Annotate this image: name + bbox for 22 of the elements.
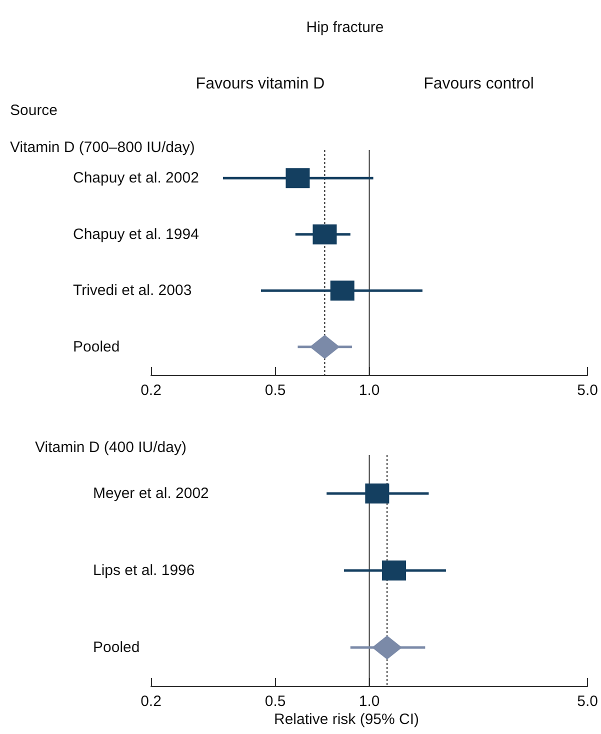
x-tick-label: 0.2	[140, 693, 162, 710]
y-tick-label: Chapuy et al. 2002	[73, 170, 199, 187]
x-tick-label: 1.0	[358, 693, 380, 710]
y-tick-label: Trivedi et al. 2003	[73, 282, 192, 300]
x-tick-label: 0.5	[264, 382, 286, 399]
x-tick-label: 1.0	[358, 382, 380, 399]
y-tick-label: Pooled	[93, 639, 140, 656]
y-tick-label: Lips et al. 1996	[93, 562, 195, 579]
x-tick-label: 0.2	[140, 382, 162, 399]
x-axis-title: Relative risk (95% CI)	[274, 711, 420, 728]
x-tick-label: 5.0	[577, 382, 598, 399]
chart-title: Hip fracture	[306, 19, 384, 36]
x-tick-label: 0.5	[264, 693, 286, 710]
y-tick-label: Pooled	[73, 338, 120, 356]
y-tick-label: Chapuy et al. 1994	[73, 226, 199, 243]
text: Favours vitamin D	[196, 76, 325, 92]
y-tick-label: Meyer et al. 2002	[93, 485, 209, 502]
chart-subtitle: Vitamin D (400 IU/day)	[35, 439, 186, 456]
text: Favours control	[424, 76, 534, 92]
x-tick-label: 5.0	[577, 693, 598, 710]
y-axis-title: Source	[10, 102, 58, 119]
chart-subtitle: Vitamin D (700–800 IU/day)	[10, 139, 195, 156]
